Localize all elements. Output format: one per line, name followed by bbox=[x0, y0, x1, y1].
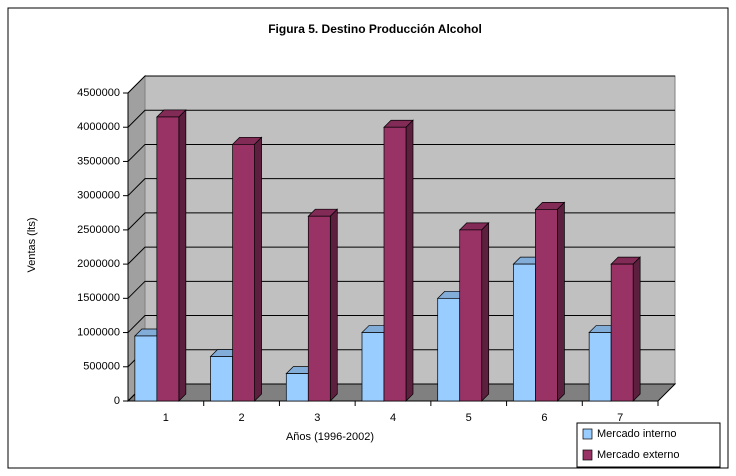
grid-line bbox=[127, 212, 675, 231]
legend-box bbox=[576, 422, 721, 468]
bar-front bbox=[156, 116, 180, 402]
bar-side bbox=[329, 208, 338, 402]
y-tick-label: 1000000 bbox=[77, 326, 120, 338]
bar-front bbox=[307, 215, 331, 402]
bar-front bbox=[588, 332, 612, 402]
grid-line bbox=[127, 143, 675, 162]
bar bbox=[610, 256, 641, 402]
bar bbox=[458, 222, 490, 402]
y-tick-label: 2500000 bbox=[77, 224, 120, 236]
x-tick-label: 1 bbox=[163, 412, 169, 424]
grid-line bbox=[127, 280, 675, 299]
bar bbox=[383, 119, 414, 402]
y-tick-label: 4500000 bbox=[77, 87, 120, 99]
legend-swatch bbox=[582, 449, 593, 461]
bar-front bbox=[383, 126, 407, 402]
x-tick-label: 3 bbox=[314, 412, 320, 424]
bar-side bbox=[481, 222, 490, 402]
bar-front bbox=[134, 335, 158, 402]
bar-side bbox=[405, 119, 414, 402]
bar-front bbox=[210, 356, 233, 402]
x-tick-label: 7 bbox=[617, 412, 623, 424]
y-tick-label: 1500000 bbox=[77, 292, 120, 304]
bar-side bbox=[254, 136, 262, 402]
bar-front bbox=[610, 263, 634, 402]
grid-line bbox=[127, 75, 675, 94]
y-tick-label: 500000 bbox=[83, 361, 120, 373]
bar-front bbox=[459, 229, 483, 402]
chart-title: Figura 5. Destino Producción Alcohol bbox=[268, 22, 482, 36]
bar bbox=[534, 201, 566, 402]
legend-swatch bbox=[582, 428, 593, 440]
bar-front bbox=[513, 263, 536, 402]
bar-front bbox=[361, 332, 385, 402]
grid-line bbox=[127, 246, 675, 265]
bar-front bbox=[285, 373, 309, 402]
bar-front bbox=[437, 297, 461, 402]
y-tick-label: 4000000 bbox=[77, 121, 120, 133]
legend-label: Mercado interno bbox=[597, 428, 677, 440]
bar bbox=[307, 208, 339, 402]
x-tick-label: 2 bbox=[239, 412, 245, 424]
bar bbox=[231, 136, 263, 402]
x-axis-label: Años (1996-2002) bbox=[286, 431, 374, 443]
y-tick-label: 0 bbox=[114, 395, 120, 407]
bar-front bbox=[232, 143, 255, 402]
y-tick-label: 3500000 bbox=[77, 155, 120, 167]
bar-front bbox=[535, 209, 558, 402]
legend-label: Mercado externo bbox=[597, 449, 680, 461]
y-tick-label: 3000000 bbox=[77, 190, 120, 202]
x-tick-label: 5 bbox=[466, 412, 472, 424]
bar-side bbox=[632, 256, 641, 402]
bar-side bbox=[178, 109, 187, 402]
grid-line bbox=[127, 109, 675, 128]
x-tick-label: 4 bbox=[390, 412, 396, 424]
bar bbox=[156, 109, 187, 402]
grid-line bbox=[127, 315, 675, 333]
x-tick-label: 6 bbox=[541, 412, 547, 424]
y-tick-label: 2000000 bbox=[77, 258, 120, 270]
y-axis-label: Ventas (lts) bbox=[26, 217, 38, 272]
bar-side bbox=[557, 201, 565, 402]
grid-line bbox=[127, 178, 675, 197]
